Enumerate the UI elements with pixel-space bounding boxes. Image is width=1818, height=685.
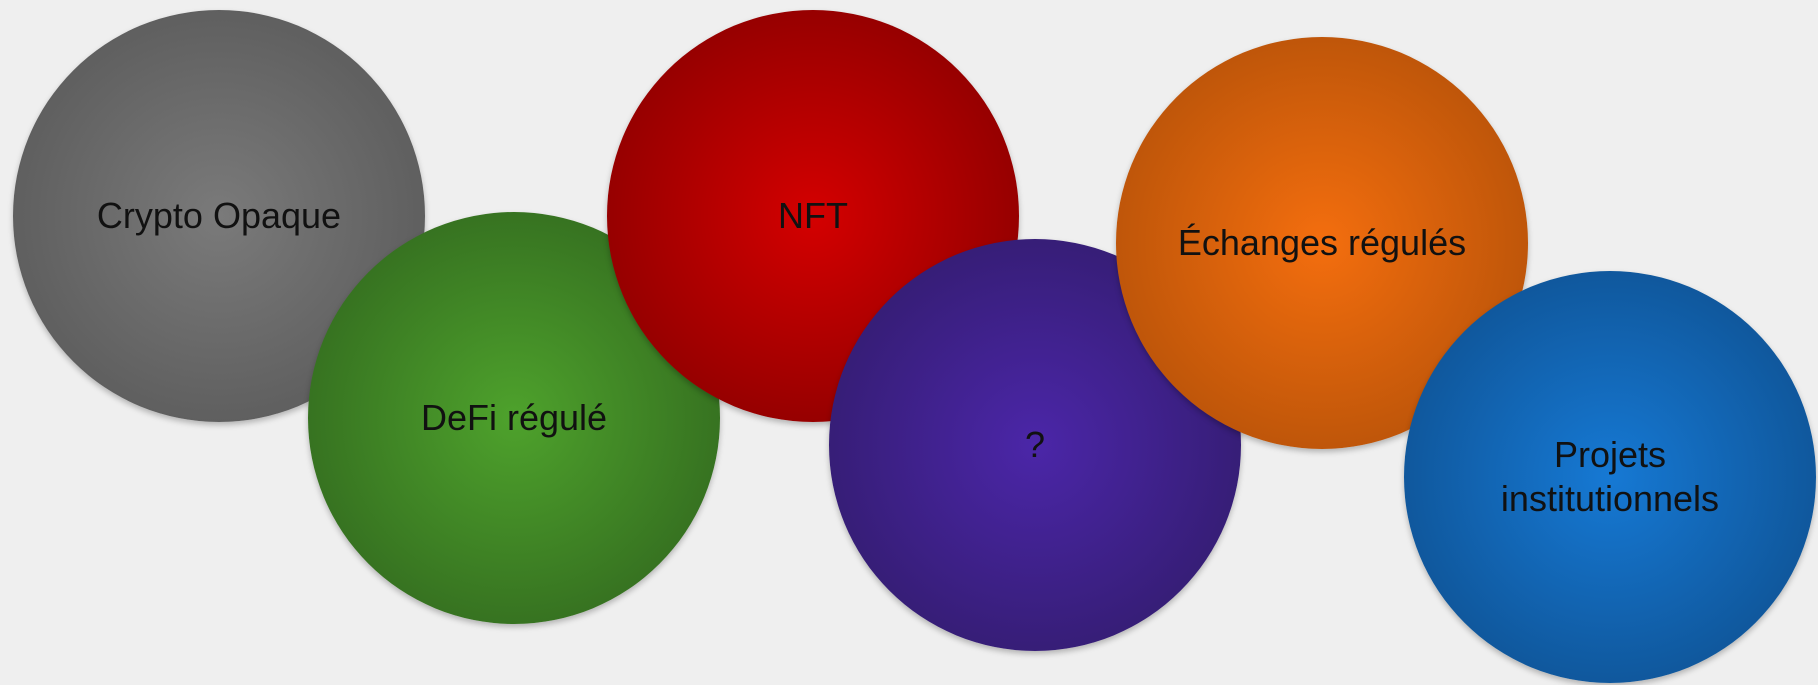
bubble-crypto-opaque: Crypto Opaque [13,10,425,422]
bubble-label: NFT [778,195,848,236]
bubble-label: ? [1024,424,1046,465]
bubble-label: DeFi régulé [420,397,608,438]
bubble-label: Crypto Opaque [96,195,342,236]
bubble-label: Projets institutionnels [1500,434,1720,519]
bubble-projets-institutionnels: Projets institutionnels [1404,271,1816,683]
bubble-label: Échanges régulés [1177,222,1467,263]
